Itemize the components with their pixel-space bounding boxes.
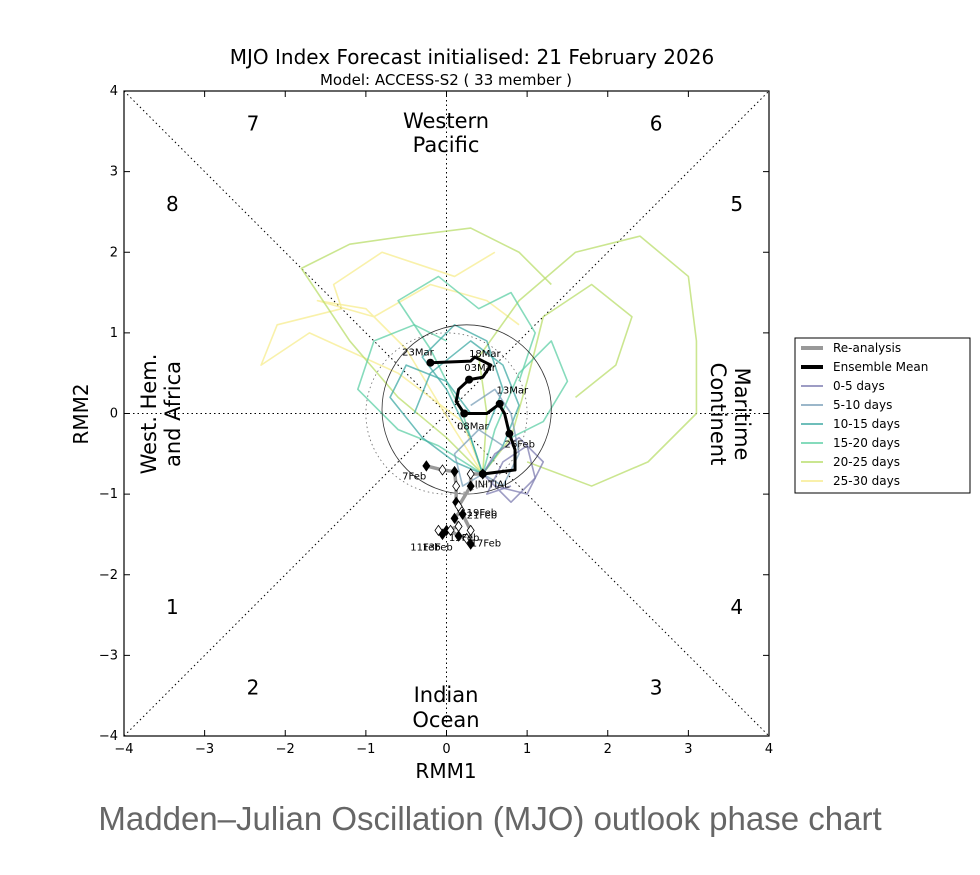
region-left-line1: West. Hem. (137, 354, 161, 475)
ensemble-mean-date-label: 13Mar (496, 385, 528, 396)
region-bottom-line2: Ocean (412, 708, 479, 732)
reanalysis-date-label: 21Feb (467, 510, 497, 521)
ensemble-member-line (389, 364, 484, 475)
reanalysis-marker (438, 464, 447, 476)
ensemble-mean-date-label: 18Mar (469, 349, 501, 360)
ensemble-mean-date-label: 03Mar (464, 363, 496, 374)
reanalysis-marker (438, 528, 447, 541)
reanalysis-marker (422, 460, 431, 472)
x-tick-label: 1 (523, 742, 531, 757)
ensemble-mean-marker (505, 429, 514, 438)
reanalysis-marker (466, 480, 475, 492)
reanalysis-marker (466, 538, 475, 550)
ensemble-member-line (260, 251, 496, 475)
phase-label: 3 (650, 676, 663, 700)
region-top-line1: Western (403, 109, 489, 133)
x-tick-label: 4 (765, 742, 773, 757)
x-tick-label: −3 (195, 742, 214, 757)
reanalysis-date-label: 15Feb (449, 533, 479, 544)
region-left-line2: and Africa (161, 361, 185, 467)
ensemble-mean-date-label: 08Mar (457, 422, 489, 433)
reanalysis-marker (454, 500, 463, 512)
y-tick-label: 0 (110, 407, 118, 422)
legend-label: 5-10 days (833, 398, 892, 412)
ensemble-member-line (300, 227, 552, 475)
amplitude-circle (365, 332, 528, 495)
reanalysis-marker (462, 532, 471, 545)
ensemble-member-line (357, 324, 484, 475)
region-top-line2: Pacific (413, 133, 480, 157)
y-tick-label: −4 (99, 729, 118, 744)
region-right-line2: Continent (706, 363, 730, 466)
phase-label: 8 (166, 192, 179, 216)
reanalysis-marker (454, 530, 463, 542)
reanalysis-marker (458, 508, 467, 520)
legend-label: Ensemble Mean (833, 360, 928, 374)
reanalysis-date-label: 19Feb (467, 508, 497, 519)
ensemble-mean-marker (478, 469, 487, 478)
reanalysis-date-label: 7Feb (402, 472, 426, 483)
plot-area: −4−4 −3 −3 −2 −2 −1 −1 0 0 1 1 2 2 3 3 4 4 1 2 3 4 5 6 7 8 7Feb 19… (99, 84, 773, 757)
legend-label: 20-25 days (833, 455, 900, 469)
reanalysis-date-label: 11Feb (410, 543, 440, 554)
phase-label: 4 (730, 595, 743, 619)
legend-label: 15-20 days (833, 436, 900, 450)
x-tick-label: 3 (684, 742, 692, 757)
region-bottom-line1: Indian (414, 683, 479, 707)
legend-box (794, 337, 971, 494)
y-tick-label: −2 (99, 568, 118, 583)
x-tick-label: −2 (276, 742, 295, 757)
ensemble-mean-marker (460, 409, 469, 418)
ensemble-mean-date-label: 26Feb (505, 439, 535, 450)
legend-label: 25-30 days (833, 474, 900, 488)
phase-label: 5 (730, 192, 743, 216)
ensemble-mean-marker (465, 375, 474, 384)
ensemble-member-line (316, 283, 520, 475)
x-tick-label: −4 (114, 742, 133, 757)
legend-label: 0-5 days (833, 379, 885, 393)
y-tick-label: 4 (110, 84, 118, 99)
ensemble-mean-marker (426, 358, 435, 367)
reanalysis-date-label: 13Feb (422, 543, 452, 554)
chart-title: MJO Index Forecast initialised: 21 Febru… (230, 45, 714, 69)
reanalysis-marker (450, 512, 459, 525)
ensemble-mean-date-label: 23Mar (402, 347, 434, 358)
x-tick-label: 0 (442, 742, 450, 757)
reanalysis-marker (446, 524, 455, 537)
reanalysis-marker (452, 480, 461, 492)
region-right-line1: Maritime (730, 368, 754, 461)
y-tick-label: 3 (110, 165, 118, 180)
phase-label: 2 (247, 676, 260, 700)
phase-label: 6 (650, 111, 663, 135)
phase-label: 1 (166, 595, 179, 619)
reanalysis-marker (450, 465, 459, 478)
ensemble-member-line (482, 340, 569, 475)
x-tick-label: −1 (356, 742, 375, 757)
ensemble-mean-marker (495, 399, 504, 408)
y-tick-label: 1 (110, 326, 118, 341)
y-tick-label: 2 (110, 245, 118, 260)
y-tick-label: −3 (99, 648, 118, 663)
ensemble-mean-date-label: INITIAL (475, 480, 510, 491)
ensemble-member-line (470, 388, 520, 487)
reanalysis-date-label: 17Feb (471, 539, 501, 550)
figure-caption: Madden–Julian Oscillation (MJO) outlook … (98, 800, 882, 837)
reanalysis-marker (466, 524, 475, 537)
ensemble-member-line (421, 324, 504, 475)
x-axis-label: RMM1 (415, 759, 476, 783)
ensemble-member-line (397, 275, 536, 475)
chart-subtitle: Model: ACCESS-S2 ( 33 member ) (320, 71, 572, 89)
mjo-phase-chart: MJO Index Forecast initialised: 21 Febru… (69, 45, 971, 783)
legend-label: 10-15 days (833, 417, 900, 431)
reanalysis-marker (466, 468, 475, 480)
phase-label: 7 (247, 111, 260, 135)
ensemble-member-line (477, 235, 698, 487)
y-axis-label: RMM2 (69, 383, 93, 444)
legend-label: Re-analysis (833, 341, 901, 355)
x-tick-label: 2 (604, 742, 612, 757)
y-tick-label: −1 (99, 487, 118, 502)
legend: Re-analysis Ensemble Mean 0-5 days 5-10 day… (794, 337, 971, 494)
ensemble-member-line (482, 436, 545, 495)
